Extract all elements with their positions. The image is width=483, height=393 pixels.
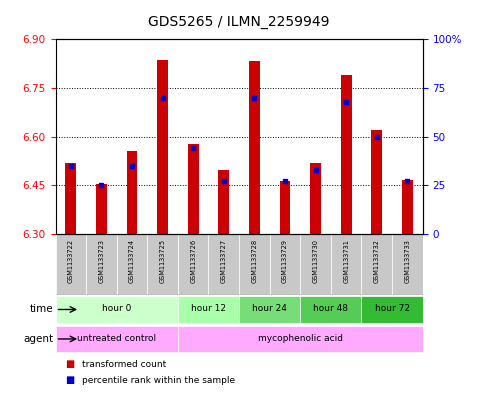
Text: GSM1133726: GSM1133726	[190, 239, 196, 283]
Bar	[66, 163, 76, 234]
Bar	[56, 234, 86, 295]
Text: untreated control: untreated control	[77, 334, 156, 343]
Bar	[331, 234, 361, 295]
Bar	[239, 234, 270, 295]
Text: ■: ■	[65, 375, 74, 385]
Bar	[178, 296, 239, 323]
Bar	[341, 75, 352, 234]
Bar	[127, 151, 137, 234]
Bar	[96, 184, 107, 234]
Bar	[300, 296, 361, 323]
Bar	[361, 296, 423, 323]
Text: GSM1133732: GSM1133732	[374, 239, 380, 283]
Text: hour 0: hour 0	[102, 305, 131, 313]
Bar	[239, 296, 300, 323]
Text: agent: agent	[23, 334, 53, 344]
Text: GSM1133723: GSM1133723	[99, 239, 104, 283]
Bar	[86, 234, 117, 295]
Text: percentile rank within the sample: percentile rank within the sample	[82, 376, 235, 385]
Text: ■: ■	[65, 359, 74, 369]
Text: GSM1133731: GSM1133731	[343, 239, 349, 283]
Text: mycophenolic acid: mycophenolic acid	[258, 334, 343, 343]
Bar	[218, 170, 229, 234]
Text: GSM1133729: GSM1133729	[282, 239, 288, 283]
Text: transformed count: transformed count	[82, 360, 166, 369]
Text: GDS5265 / ILMN_2259949: GDS5265 / ILMN_2259949	[148, 15, 330, 29]
Text: GSM1133730: GSM1133730	[313, 239, 319, 283]
Bar	[188, 144, 199, 234]
Text: GSM1133733: GSM1133733	[404, 239, 411, 283]
Text: GSM1133725: GSM1133725	[159, 239, 166, 283]
Bar	[392, 234, 423, 295]
Bar	[280, 181, 290, 234]
Bar	[56, 326, 178, 352]
Text: GSM1133724: GSM1133724	[129, 239, 135, 283]
Bar	[209, 234, 239, 295]
Bar	[371, 130, 382, 234]
Bar	[310, 163, 321, 234]
Bar	[178, 326, 423, 352]
Bar	[117, 234, 147, 295]
Text: hour 48: hour 48	[313, 305, 348, 313]
Bar	[147, 234, 178, 295]
Text: time: time	[29, 305, 53, 314]
Text: hour 72: hour 72	[374, 305, 410, 313]
Bar	[56, 296, 178, 323]
Bar	[300, 234, 331, 295]
Bar	[361, 234, 392, 295]
Text: hour 12: hour 12	[191, 305, 226, 313]
Text: hour 24: hour 24	[252, 305, 287, 313]
Text: GSM1133728: GSM1133728	[251, 239, 257, 283]
Text: GSM1133722: GSM1133722	[68, 239, 74, 283]
Text: GSM1133727: GSM1133727	[221, 239, 227, 283]
Bar	[249, 61, 260, 234]
Bar	[157, 61, 168, 234]
Bar	[270, 234, 300, 295]
Bar	[402, 180, 412, 234]
Bar	[178, 234, 209, 295]
